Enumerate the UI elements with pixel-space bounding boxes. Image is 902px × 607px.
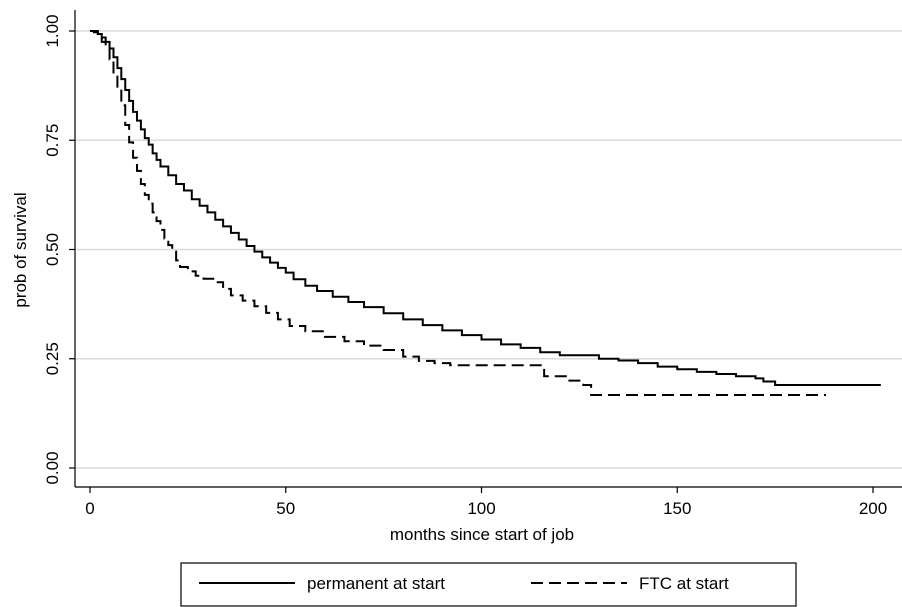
- series-lines: [90, 30, 881, 397]
- tick-labels: 0.00 0.25 0.50 0.75 1.00 0 50 100 150 200: [43, 14, 887, 518]
- legend-label-permanent: permanent at start: [307, 574, 445, 593]
- legend-label-ftc: FTC at start: [639, 574, 729, 593]
- y-tick-label-1: 0.25: [43, 342, 62, 375]
- axes: [69, 10, 902, 493]
- x-tick-label-3: 150: [663, 499, 691, 518]
- y-tick-label-2: 0.50: [43, 233, 62, 266]
- y-axis-title: prob of survival: [11, 192, 30, 307]
- x-axis-title: months since start of job: [390, 525, 574, 544]
- y-tick-label-4: 1.00: [43, 14, 62, 47]
- y-tick-label-3: 0.75: [43, 124, 62, 157]
- x-tick-label-0: 0: [85, 499, 94, 518]
- gridlines: [75, 30, 902, 469]
- x-tick-label-4: 200: [859, 499, 887, 518]
- legend: permanent at start FTC at start: [180, 562, 797, 607]
- legend-box: [180, 562, 797, 607]
- y-tick-label-0: 0.00: [43, 451, 62, 484]
- x-tick-label-2: 100: [467, 499, 495, 518]
- x-tick-label-1: 50: [276, 499, 295, 518]
- series-line-permanent: [90, 30, 881, 386]
- series-line-ftc: [90, 30, 827, 397]
